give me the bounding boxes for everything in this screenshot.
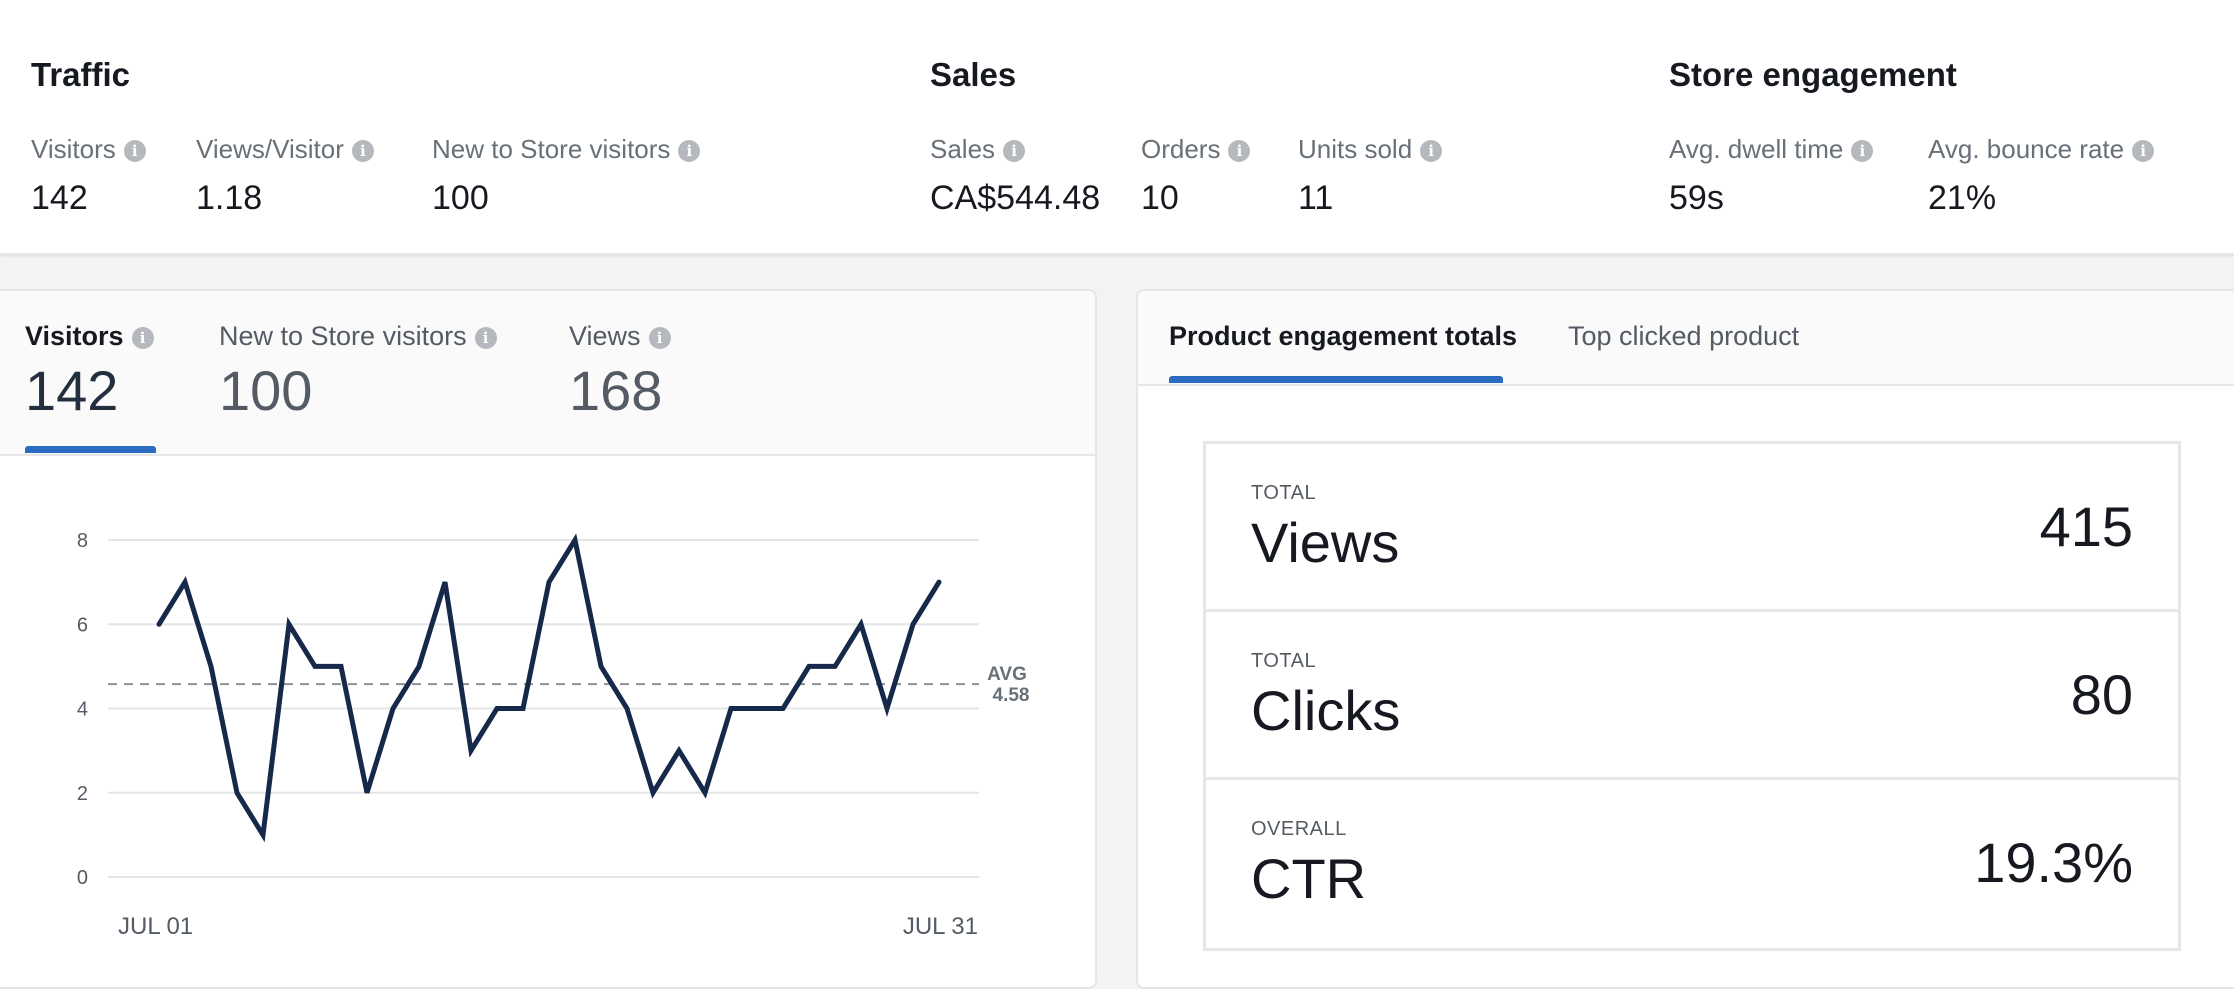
visitors-chart-card: Visitors i 142 New to Store visitors i 100… xyxy=(0,289,1097,989)
engagement-totals-table: TOTAL Views 415 TOTAL Clicks 80 OVERALL … xyxy=(1203,441,2181,951)
metric-value: 142 xyxy=(31,179,146,218)
info-icon[interactable]: i xyxy=(1851,140,1873,162)
total-caption: TOTAL xyxy=(1251,650,1316,673)
metric-new-to-store-visitors: New to Store visitors i 100 xyxy=(432,134,700,218)
chart-metric-tabs: Visitors i 142 New to Store visitors i 100… xyxy=(0,291,1095,456)
metric-value: CA$544.48 xyxy=(930,179,1100,218)
y-tick-label: 4 xyxy=(77,699,88,721)
metric-label: Orders xyxy=(1141,134,1220,164)
traffic-title: Traffic xyxy=(31,56,130,94)
metric-visitors: Visitors i 142 xyxy=(31,134,146,218)
tab-value: 168 xyxy=(569,358,671,423)
info-icon[interactable]: i xyxy=(124,140,146,162)
visitors-series-line xyxy=(159,540,939,835)
metric-avg-bounce-rate: Avg. bounce rate i 21% xyxy=(1928,134,2154,218)
metric-value: 21% xyxy=(1928,179,2154,218)
engagement-tabs: Product engagement totals Top clicked pr… xyxy=(1138,291,2234,386)
info-icon[interactable]: i xyxy=(1228,140,1250,162)
info-icon[interactable]: i xyxy=(475,327,497,349)
active-tab-indicator xyxy=(1169,376,1503,383)
metric-label: Sales xyxy=(930,134,995,164)
tab-label: Views xyxy=(569,321,641,351)
total-row-ctr: OVERALL CTR 19.3% xyxy=(1206,780,2178,948)
metric-label: Visitors xyxy=(31,134,116,164)
tab-label: New to Store visitors xyxy=(219,321,467,351)
info-icon[interactable]: i xyxy=(1003,140,1025,162)
metric-label: Units sold xyxy=(1298,134,1412,164)
total-name: Clicks xyxy=(1251,678,1400,743)
tab-value: 142 xyxy=(25,358,154,423)
tab-label: Visitors xyxy=(25,321,124,351)
sales-title: Sales xyxy=(930,56,1016,94)
metric-label: New to Store visitors xyxy=(432,134,670,164)
info-icon[interactable]: i xyxy=(649,327,671,349)
average-value-label: 4.58 xyxy=(993,685,1030,706)
y-tick-label: 0 xyxy=(77,867,88,889)
metric-views-per-visitor: Views/Visitor i 1.18 xyxy=(196,134,374,218)
product-engagement-card: Product engagement totals Top clicked pr… xyxy=(1136,289,2234,989)
total-row-views: TOTAL Views 415 xyxy=(1206,444,2178,612)
total-caption: TOTAL xyxy=(1251,482,1316,505)
store-engagement-title: Store engagement xyxy=(1669,56,1957,94)
info-icon[interactable]: i xyxy=(2132,140,2154,162)
total-value: 19.3% xyxy=(1974,830,2133,895)
metric-label: Avg. bounce rate xyxy=(1928,134,2124,164)
metric-label: Avg. dwell time xyxy=(1669,134,1843,164)
y-tick-label: 6 xyxy=(77,614,88,636)
info-icon[interactable]: i xyxy=(132,327,154,349)
summary-panel: Traffic Visitors i 142 Views/Visitor i 1.1… xyxy=(0,0,2234,255)
tab-product-engagement-totals[interactable]: Product engagement totals xyxy=(1169,321,1517,352)
info-icon[interactable]: i xyxy=(678,140,700,162)
x-tick-label-end: JUL 31 xyxy=(903,913,978,940)
metric-value: 1.18 xyxy=(196,179,374,218)
y-tick-label: 8 xyxy=(77,530,88,552)
total-name: Views xyxy=(1251,510,1399,575)
metric-units-sold: Units sold i 11 xyxy=(1298,134,1442,218)
metric-value: 59s xyxy=(1669,179,1873,218)
y-tick-label: 2 xyxy=(77,783,88,805)
metric-value: 11 xyxy=(1298,179,1442,218)
active-tab-indicator xyxy=(25,446,156,453)
total-caption: OVERALL xyxy=(1251,818,1347,841)
tab-visitors[interactable]: Visitors i 142 xyxy=(25,321,154,423)
tab-top-clicked-product[interactable]: Top clicked product xyxy=(1568,321,1799,352)
total-value: 80 xyxy=(2071,662,2133,727)
x-tick-label-start: JUL 01 xyxy=(118,913,193,940)
info-icon[interactable]: i xyxy=(1420,140,1442,162)
info-icon[interactable]: i xyxy=(352,140,374,162)
average-label: AVG xyxy=(987,664,1027,685)
total-row-clicks: TOTAL Clicks 80 xyxy=(1206,612,2178,780)
metric-label: Views/Visitor xyxy=(196,134,344,164)
total-value: 415 xyxy=(2040,494,2133,559)
metric-avg-dwell-time: Avg. dwell time i 59s xyxy=(1669,134,1873,218)
tab-new-to-store-visitors[interactable]: New to Store visitors i 100 xyxy=(219,321,497,423)
metric-value: 10 xyxy=(1141,179,1250,218)
total-name: CTR xyxy=(1251,846,1366,911)
tab-value: 100 xyxy=(219,358,497,423)
metric-value: 100 xyxy=(432,179,700,218)
